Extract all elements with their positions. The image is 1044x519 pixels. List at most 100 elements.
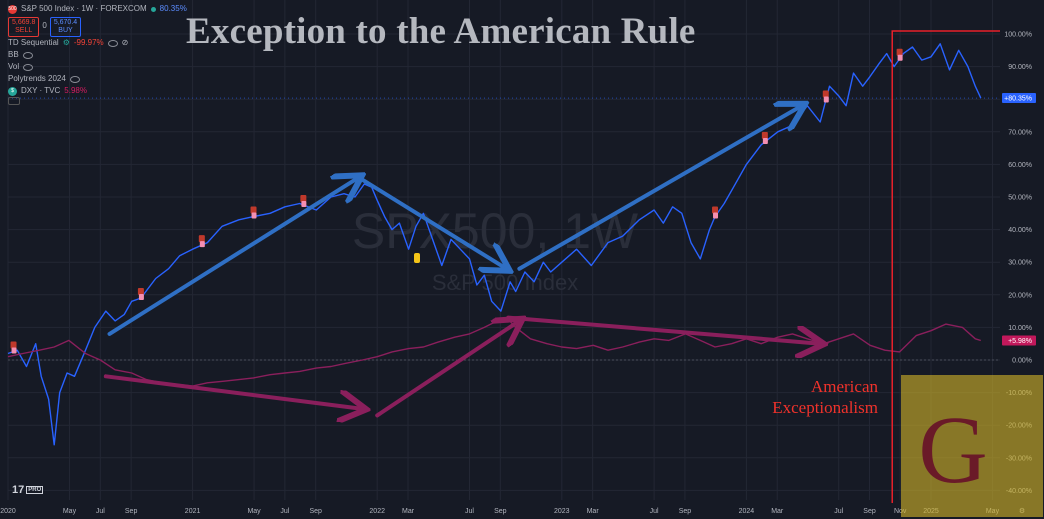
sell-label: SELL	[15, 27, 33, 34]
compare-value: 5.98%	[64, 86, 87, 95]
symbol-badge: 500	[8, 4, 17, 14]
signal-marker	[762, 137, 768, 144]
indicator-vol[interactable]: Vol	[8, 61, 187, 73]
signal-marker	[199, 241, 205, 248]
chevron-up-icon[interactable]	[8, 97, 20, 105]
x-tick-label: 2024	[739, 508, 755, 515]
y-tick-label: 70.00%	[1008, 129, 1032, 136]
trend-arrow-blue	[356, 175, 507, 268]
x-tick-label: Jul	[834, 508, 843, 515]
trend-arrow-purple	[375, 321, 519, 418]
x-tick-label: Sep	[125, 508, 138, 515]
signal-marker	[414, 253, 420, 263]
signal-marker	[301, 200, 307, 207]
x-tick-label: Jul	[465, 508, 474, 515]
signal-marker	[198, 235, 205, 243]
indicator-name: TD Sequential	[8, 38, 59, 47]
signal-marker	[823, 96, 829, 103]
signal-marker	[11, 347, 17, 354]
eye-icon[interactable]	[23, 63, 34, 71]
x-tick-label: May	[63, 508, 77, 515]
signal-marker	[897, 54, 903, 61]
indicator-name: Polytrends 2024	[8, 74, 66, 83]
hide-icon[interactable]: ⊘	[121, 38, 129, 47]
symbol-watermark: SPX500, 1W S&P 500 Index	[352, 203, 639, 295]
compare-symbol: DXY · TVC	[21, 86, 61, 95]
signal-marker	[10, 341, 17, 349]
y-tick-label: 40.00%	[1008, 227, 1032, 234]
y-tick-label: 50.00%	[1008, 195, 1032, 202]
tradingview-logo[interactable]: 17 PRO	[12, 484, 44, 496]
annotation-text: American Exceptionalism	[738, 376, 878, 418]
indicator-polytrends[interactable]: Polytrends 2024	[8, 73, 187, 85]
eye-icon[interactable]	[22, 51, 33, 59]
trend-arrow-blue	[107, 177, 359, 336]
x-tick-label: 2023	[554, 508, 570, 515]
signal-marker	[761, 131, 768, 139]
pro-badge: PRO	[26, 486, 44, 495]
signal-marker	[250, 206, 257, 214]
signal-marker	[138, 294, 144, 301]
buy-button[interactable]: 5,670.4 BUY	[49, 17, 82, 37]
signal-marker	[822, 90, 829, 98]
symbol-title[interactable]: S&P 500 Index · 1W · FOREXCOM	[21, 4, 147, 13]
dxy-last-value-tag: +5.98%	[1008, 338, 1032, 345]
x-tick-label: 2020	[0, 508, 16, 515]
indicator-td-sequential[interactable]: TD Sequential ⚙ -99.97% ⊘	[8, 37, 187, 49]
y-tick-label: 20.00%	[1008, 292, 1032, 299]
dxy-last-value-tag-bg	[1002, 335, 1036, 346]
y-tick-label: 100.00%	[1004, 32, 1032, 39]
x-tick-label: Mar	[587, 508, 600, 515]
x-tick-label: Mar	[771, 508, 784, 515]
x-tick-label: Sep	[679, 508, 692, 515]
indicator-bb[interactable]: BB	[8, 49, 187, 61]
eye-icon[interactable]	[69, 75, 80, 83]
x-tick-label: May	[247, 508, 261, 515]
spx-last-value-tag: +80.35%	[1004, 96, 1032, 103]
symbol-row[interactable]: 500 S&P 500 Index · 1W · FOREXCOM 80.35%	[8, 3, 187, 15]
trend-arrow-purple	[506, 315, 820, 344]
x-tick-label: Mar	[402, 508, 415, 515]
eye-icon[interactable]	[107, 39, 118, 47]
signal-marker	[137, 288, 144, 296]
x-tick-label: Nov	[894, 508, 907, 515]
annotation-line1: American	[810, 377, 878, 396]
compare-symbol-row[interactable]: $ DXY · TVC 5.98%	[8, 85, 187, 97]
tradingview-mark: 17	[12, 484, 25, 496]
watermark-ticker: SPX500, 1W	[352, 203, 639, 259]
indicator-value: -99.97%	[73, 38, 104, 47]
market-open-icon	[150, 6, 156, 12]
x-tick-label: Jul	[650, 508, 659, 515]
sell-button[interactable]: 5,669.8 SELL	[8, 17, 40, 37]
x-tick-label: 2022	[369, 508, 385, 515]
y-tick-label: 60.00%	[1008, 162, 1032, 169]
y-tick-label: 30.00%	[1008, 260, 1032, 267]
x-tick-label: Jul	[96, 508, 105, 515]
watermark-name: S&P 500 Index	[432, 270, 578, 295]
time-axis-bg	[0, 503, 1044, 519]
indicator-name: BB	[8, 50, 19, 59]
signal-marker	[251, 212, 257, 219]
trend-arrow-purple	[103, 374, 363, 409]
signal-marker	[300, 194, 307, 202]
chart-legend: 500 S&P 500 Index · 1W · FOREXCOM 80.35%…	[8, 3, 187, 105]
signal-marker	[712, 206, 719, 214]
indicator-name: Vol	[8, 62, 20, 71]
chart-title: Exception to the American Rule	[186, 11, 696, 52]
spx-last-value-tag-bg	[1002, 93, 1036, 104]
x-tick-label: 2021	[185, 508, 201, 515]
sell-price: 5,669.8	[12, 19, 36, 26]
x-tick-label: Sep	[863, 508, 876, 515]
dollar-icon: $	[8, 86, 17, 96]
last-change: 80.35%	[159, 4, 187, 13]
signal-marker	[713, 212, 719, 219]
signal-marker	[896, 48, 903, 56]
y-tick-label: 0.00%	[1012, 358, 1032, 365]
buy-label: BUY	[58, 27, 73, 34]
collapse-legend-button[interactable]	[8, 97, 187, 105]
y-tick-label: 10.00%	[1008, 325, 1032, 332]
y-tick-label: 90.00%	[1008, 64, 1032, 71]
trade-buttons: 5,669.8 SELL 0 5,670.4 BUY	[8, 15, 187, 37]
settings-icon[interactable]: ⚙	[62, 38, 70, 47]
